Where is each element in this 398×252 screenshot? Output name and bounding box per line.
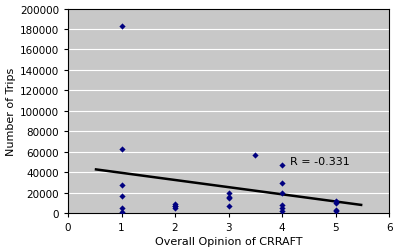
Point: [118, 147, 125, 151]
Point: [118, 25, 125, 29]
X-axis label: Overall Opinion of CRRAFT: Overall Opinion of CRRAFT: [155, 237, 302, 246]
Point: [118, 183, 125, 187]
Point: [279, 209, 285, 213]
Point: [225, 196, 232, 200]
Point: [225, 191, 232, 195]
Point: [279, 191, 285, 195]
Point: [118, 194, 125, 198]
Point: [225, 204, 232, 208]
Point: [172, 204, 178, 208]
Point: [172, 202, 178, 206]
Point: [332, 209, 339, 213]
Point: [118, 210, 125, 214]
Point: [279, 206, 285, 210]
Point: [332, 199, 339, 203]
Point: [252, 153, 259, 157]
Text: R = -0.331: R = -0.331: [290, 156, 350, 167]
Point: [172, 204, 178, 208]
Point: [279, 203, 285, 207]
Point: [279, 181, 285, 185]
Point: [332, 201, 339, 205]
Point: [279, 164, 285, 168]
Point: [332, 208, 339, 212]
Y-axis label: Number of Trips: Number of Trips: [6, 68, 16, 155]
Point: [225, 195, 232, 199]
Point: [118, 206, 125, 210]
Point: [172, 206, 178, 210]
